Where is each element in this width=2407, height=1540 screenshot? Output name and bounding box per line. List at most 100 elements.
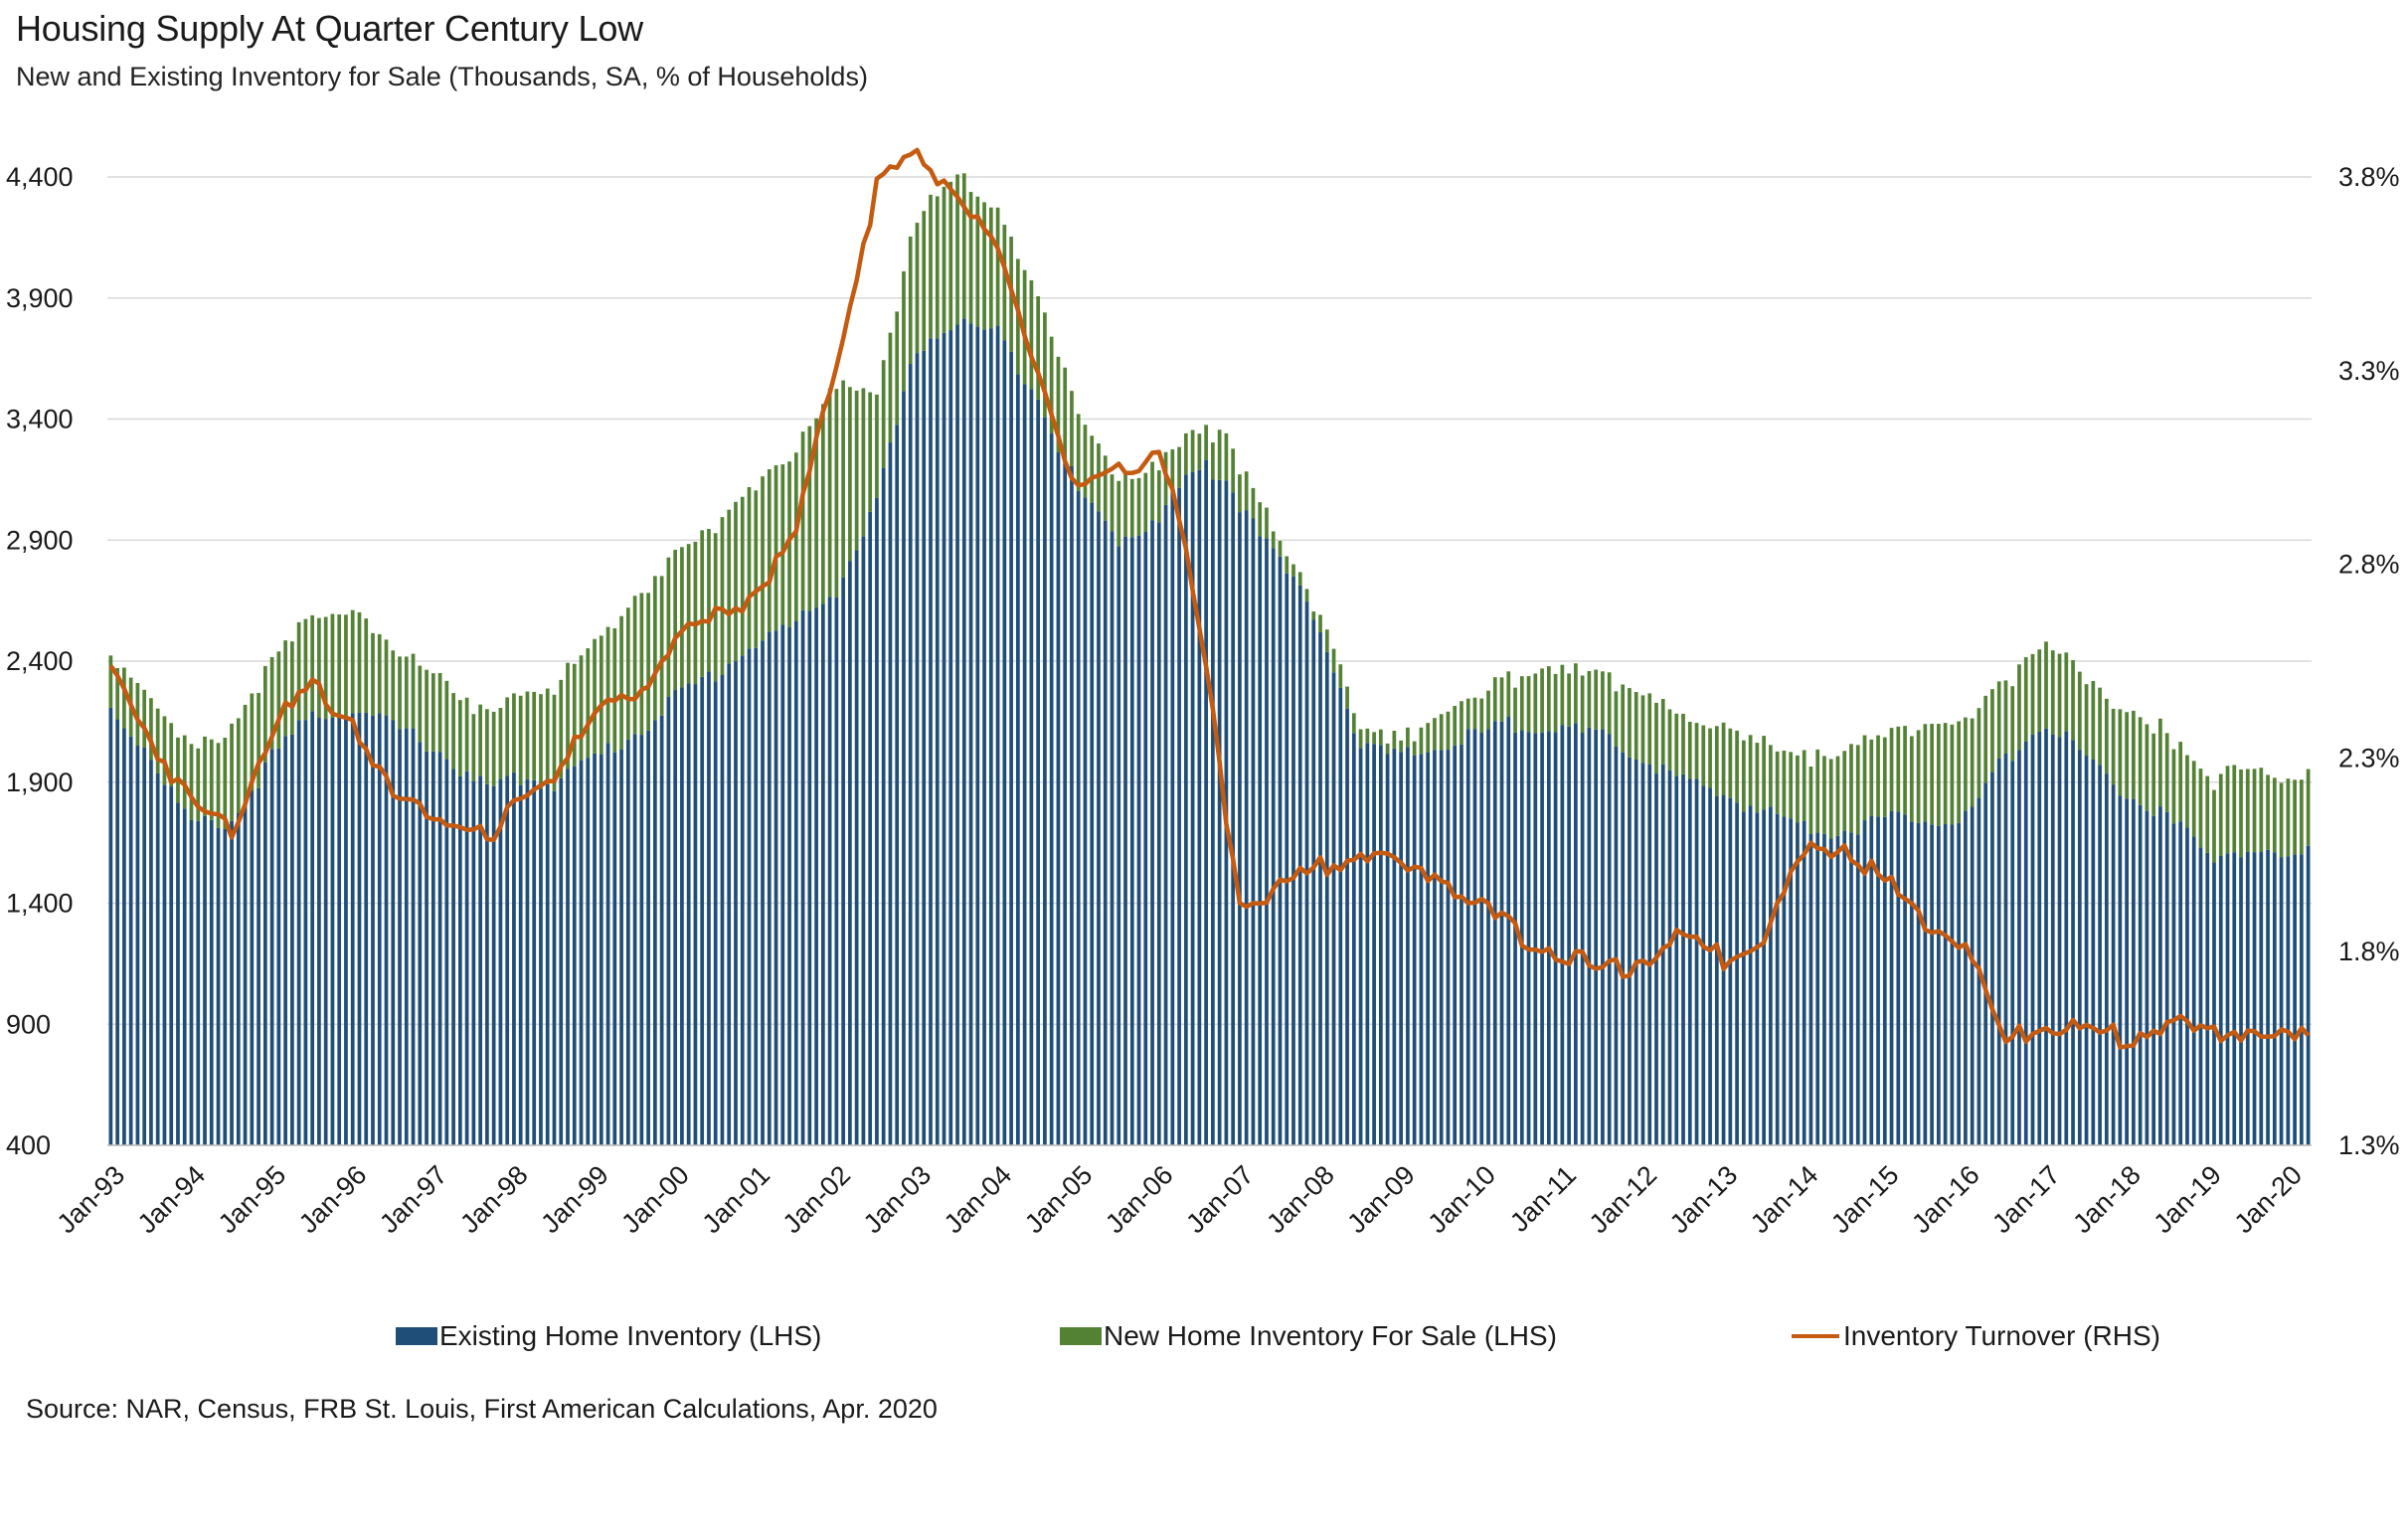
bar-new-home	[902, 270, 906, 392]
bar-new-home	[820, 404, 825, 604]
bar-new-home	[861, 388, 866, 537]
bar-new-home	[1708, 728, 1712, 788]
bar-new-home	[1129, 478, 1134, 538]
bar-new-home	[605, 626, 610, 744]
bar-existing	[1990, 771, 1994, 1145]
bar-new-home	[1244, 471, 1249, 511]
bar-existing	[303, 720, 308, 1145]
bar-existing	[659, 715, 664, 1145]
bar-existing	[377, 713, 382, 1145]
bar-new-home	[827, 388, 832, 598]
bar-new-home	[1338, 664, 1343, 688]
bar-existing	[1183, 474, 1188, 1145]
bar-existing	[1762, 809, 1766, 1145]
bar-new-home	[780, 464, 785, 625]
bar-existing	[902, 391, 906, 1146]
x-tick-label: Jan-08	[1261, 1160, 1340, 1240]
x-tick-label: Jan-03	[858, 1160, 938, 1240]
bar-existing	[793, 621, 798, 1145]
bar-new-home	[1660, 699, 1665, 765]
y-left-tick-label: 1,400	[6, 889, 74, 919]
bar-existing	[1930, 824, 1934, 1145]
bar-new-home	[2164, 733, 2169, 812]
bar-existing	[2252, 852, 2257, 1145]
bar-existing	[1876, 816, 1880, 1145]
bar-new-home	[1546, 666, 1551, 732]
bar-existing	[478, 775, 482, 1145]
bar-existing	[437, 752, 442, 1145]
bar-existing	[1869, 815, 1874, 1145]
bar-existing	[2091, 760, 2096, 1145]
bar-new-home	[761, 476, 765, 641]
bar-new-home	[1365, 728, 1370, 744]
bar-existing	[1769, 806, 1773, 1145]
bar-new-home	[1392, 731, 1397, 749]
bar-new-home	[1399, 740, 1403, 753]
bar-existing	[337, 715, 342, 1145]
bar-new-home	[2125, 712, 2129, 799]
bar-existing	[209, 819, 214, 1145]
existing-swatch	[396, 1327, 437, 1345]
bar-new-home	[1842, 751, 1847, 831]
bar-existing	[686, 683, 691, 1145]
bar-existing	[1070, 465, 1074, 1146]
bar-existing	[2111, 784, 2116, 1145]
bar-new-home	[189, 744, 194, 820]
x-tick-label: Jan-11	[1504, 1160, 1582, 1238]
bar-new-home	[1601, 671, 1605, 730]
bar-existing	[2098, 765, 2102, 1145]
bar-existing	[1406, 747, 1410, 1145]
bar-existing	[1553, 732, 1558, 1145]
bar-new-home	[371, 632, 375, 716]
bar-existing	[430, 751, 435, 1145]
bar-new-home	[290, 641, 294, 735]
bar-existing	[2010, 761, 2015, 1145]
bar-new-home	[532, 691, 537, 780]
bar-new-home	[666, 557, 671, 697]
bar-existing	[1029, 389, 1034, 1145]
bar-existing	[182, 808, 187, 1145]
bar-existing	[176, 802, 180, 1145]
bar-new-home	[2171, 749, 2176, 824]
bar-existing	[572, 766, 577, 1145]
x-tick-label: Jan-14	[1745, 1160, 1824, 1240]
bar-new-home	[2191, 761, 2196, 837]
bar-new-home	[1621, 684, 1626, 753]
bar-new-home	[425, 669, 429, 752]
bar-existing	[1513, 732, 1517, 1145]
bar-existing	[1614, 746, 1619, 1145]
bar-existing	[1862, 820, 1867, 1145]
bar-existing	[1694, 778, 1699, 1145]
bar-existing	[1815, 832, 1820, 1145]
bar-existing	[1842, 830, 1847, 1145]
bar-existing	[1271, 548, 1276, 1145]
bar-existing	[1022, 384, 1027, 1145]
bar-new-home	[115, 668, 119, 720]
bar-new-home	[478, 704, 482, 776]
bar-existing	[2185, 827, 2189, 1145]
bar-existing	[1889, 810, 1894, 1145]
bar-new-home	[1587, 671, 1592, 728]
bar-new-home	[2225, 766, 2230, 854]
bar-new-home	[1694, 723, 1699, 779]
bar-existing	[1802, 820, 1806, 1145]
bar-new-home	[223, 737, 228, 829]
bar-existing	[975, 326, 980, 1145]
bar-existing	[1640, 763, 1645, 1145]
bar-new-home	[1110, 474, 1115, 532]
bar-new-home	[787, 461, 791, 627]
bar-new-home	[693, 541, 698, 685]
bar-new-home	[1043, 312, 1047, 418]
bar-existing	[552, 790, 557, 1145]
bar-new-home	[1835, 756, 1840, 836]
bar-new-home	[1721, 722, 1726, 795]
bar-existing	[848, 561, 852, 1145]
x-tick-label: Jan-99	[535, 1160, 614, 1240]
bar-existing	[1338, 687, 1343, 1145]
bar-existing	[1190, 471, 1195, 1146]
bar-new-home	[754, 490, 759, 648]
bar-existing	[625, 739, 630, 1145]
bar-new-home	[1990, 689, 1994, 772]
bar-existing	[1009, 351, 1013, 1145]
x-tick-label: Jan-95	[213, 1160, 292, 1240]
